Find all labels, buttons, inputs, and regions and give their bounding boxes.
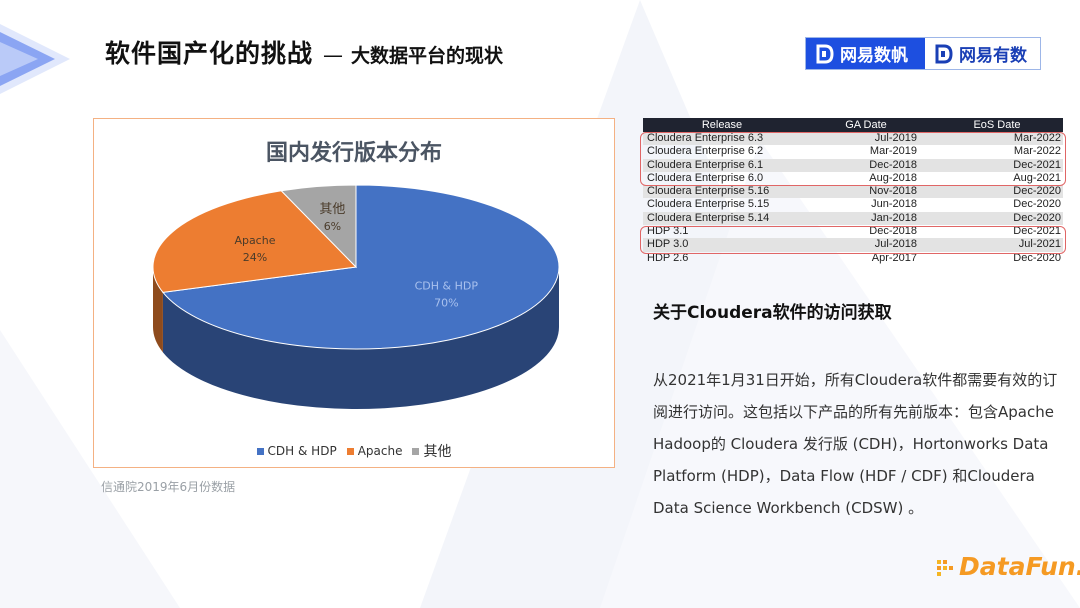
cell-ga-date: Nov-2018 xyxy=(869,185,917,198)
highlight-cdh6 xyxy=(640,132,1066,186)
table-body: Cloudera Enterprise 6.3 Jul-2019 Mar-2022 C… xyxy=(643,132,1063,265)
cell-ga-date: Mar-2019 xyxy=(869,145,917,158)
cell-eos-date: Mar-2022 xyxy=(1013,132,1061,144)
cell-ga-date: Aug-2018 xyxy=(869,171,917,184)
netease-shufan-logo: 网易数帆 xyxy=(806,38,925,69)
legend-label: 其他 xyxy=(423,444,452,460)
table-row: HDP 2.6 Apr-2017 Dec-2020 xyxy=(643,252,1063,265)
netease-youshu-logo: 网易有数 xyxy=(925,38,1040,69)
data-source-note: 信通院2019年6月份数据 xyxy=(101,480,236,494)
datafun-text: DataFun. xyxy=(959,552,1080,581)
data-label-category: Apache xyxy=(234,234,275,247)
cell-release: HDP 3.1 xyxy=(647,225,689,238)
cell-release: HDP 2.6 xyxy=(647,251,689,264)
legend-swatch xyxy=(256,447,264,455)
table-row: Cloudera Enterprise 6.1 Dec-2018 Dec-2021 xyxy=(643,158,1063,172)
release-table: Release GA Date EoS Date Cloudera Enterp… xyxy=(640,118,1066,268)
cell-ga-date: Jul-2019 xyxy=(874,132,917,144)
cell-release: Cloudera Enterprise 5.14 xyxy=(647,211,770,224)
cell-release: Cloudera Enterprise 6.1 xyxy=(647,158,764,171)
cell-ga-date: Dec-2018 xyxy=(869,158,917,171)
datafun-logo: DataFun. xyxy=(935,552,1080,581)
shufan-logo-text: 网易数帆 xyxy=(840,46,908,66)
table-row: Cloudera Enterprise 5.16 Nov-2018 Dec-2020 xyxy=(643,185,1063,199)
table-row: Cloudera Enterprise 6.0 Aug-2018 Aug-2021 xyxy=(643,172,1063,185)
legend-item: 其他 xyxy=(412,441,451,461)
header-ga-date: GA Date xyxy=(845,119,887,131)
pie-slice-side xyxy=(153,267,163,353)
slide-subtitle: 大数据平台的现状 xyxy=(351,45,504,67)
cell-eos-date: Dec-2020 xyxy=(1013,185,1061,198)
cell-eos-date: Dec-2020 xyxy=(1013,198,1061,211)
cell-ga-date: Jun-2018 xyxy=(871,198,917,211)
company-logos: 网易数帆 网易有数 xyxy=(805,37,1041,70)
slide-header: 软件国产化的挑战 — 大数据平台的现状 xyxy=(105,34,503,70)
data-label-value: 6% xyxy=(324,220,341,233)
title-separator: — xyxy=(323,43,344,67)
table-row: Cloudera Enterprise 6.2 Mar-2019 Mar-2022 xyxy=(643,145,1063,158)
slide-title: 软件国产化的挑战 xyxy=(105,39,314,68)
cell-eos-date: Dec-2020 xyxy=(1013,211,1061,224)
table-row: Cloudera Enterprise 5.15 Jun-2018 Dec-2020 xyxy=(643,198,1063,211)
highlight-hdp3 xyxy=(640,226,1066,254)
table-row: HDP 3.1 Dec-2018 Dec-2021 xyxy=(643,225,1063,238)
header-eos-date: EoS Date xyxy=(973,119,1021,131)
youshu-icon xyxy=(935,44,953,63)
cell-release: Cloudera Enterprise 5.15 xyxy=(647,198,770,211)
legend-swatch xyxy=(346,447,354,455)
cell-eos-date: Jul-2021 xyxy=(1018,238,1061,251)
legend-item: Apache xyxy=(346,441,403,461)
data-label-category: CDH & HDP xyxy=(415,280,479,293)
table-row: Cloudera Enterprise 6.3 Jul-2019 Mar-2022 xyxy=(643,132,1063,146)
cell-eos-date: Dec-2021 xyxy=(1013,225,1061,238)
cell-release: HDP 3.0 xyxy=(647,238,689,251)
table-header: Release GA Date EoS Date xyxy=(643,118,1063,132)
distribution-chart: 国内发行版本分布 CDH & HDP 70% Apache 24% 其他 6% CDH &… xyxy=(93,118,615,468)
cell-ga-date: Jan-2018 xyxy=(871,211,917,224)
cell-eos-date: Mar-2022 xyxy=(1013,145,1061,158)
pie-slice xyxy=(161,184,560,350)
pie-slice xyxy=(152,190,358,293)
pie-slice-side xyxy=(162,267,559,409)
data-label-category: 其他 xyxy=(319,202,345,217)
pie-slice xyxy=(280,184,357,269)
cell-eos-date: Dec-2020 xyxy=(1013,251,1061,264)
shufan-icon xyxy=(816,44,834,63)
header-release: Release xyxy=(701,119,743,131)
section-paragraph: 从2021年1月31日开始，所有Cloudera软件都需要有效的订阅进行访问。这… xyxy=(653,371,1058,517)
table-row: Cloudera Enterprise 5.14 Jan-2018 Dec-2020 xyxy=(643,211,1063,226)
pie-chart: CDH & HDP 70% Apache 24% 其他 6% xyxy=(152,184,560,409)
legend-item: CDH & HDP xyxy=(256,441,337,461)
cell-release: Cloudera Enterprise 6.3 xyxy=(647,132,764,144)
chart-legend: CDH & HDP Apache 其他 xyxy=(94,441,614,461)
cell-ga-date: Apr-2017 xyxy=(871,251,917,264)
cell-ga-date: Dec-2018 xyxy=(869,225,917,238)
datafun-icon xyxy=(937,559,953,576)
cell-eos-date: Dec-2021 xyxy=(1013,158,1061,171)
section-title: 关于Cloudera软件的访问获取 xyxy=(653,303,892,323)
cell-eos-date: Aug-2021 xyxy=(1013,171,1061,184)
chart-title: 国内发行版本分布 xyxy=(265,141,442,166)
legend-label: Apache xyxy=(357,444,403,458)
decorative-arrows xyxy=(0,24,70,94)
legend-label: CDH & HDP xyxy=(267,444,337,458)
legend-swatch xyxy=(412,447,420,455)
cell-release: Cloudera Enterprise 6.0 xyxy=(647,171,764,184)
data-label-value: 24% xyxy=(243,251,267,264)
youshu-logo-text: 网易有数 xyxy=(959,46,1027,66)
cell-release: Cloudera Enterprise 6.2 xyxy=(647,145,764,158)
cell-ga-date: Jul-2018 xyxy=(874,238,917,251)
data-label-value: 70% xyxy=(434,297,458,310)
cell-release: Cloudera Enterprise 5.16 xyxy=(647,185,770,198)
table-row: HDP 3.0 Jul-2018 Jul-2021 xyxy=(643,238,1063,252)
